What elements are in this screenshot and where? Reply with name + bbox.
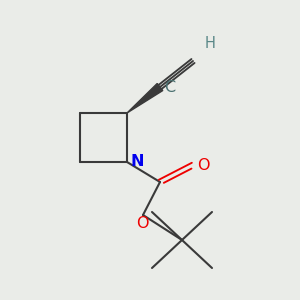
Text: O: O <box>197 158 209 173</box>
Text: N: N <box>130 154 143 169</box>
Text: C: C <box>164 80 175 95</box>
Text: O: O <box>136 216 148 231</box>
Polygon shape <box>127 83 163 113</box>
Text: H: H <box>205 35 215 50</box>
